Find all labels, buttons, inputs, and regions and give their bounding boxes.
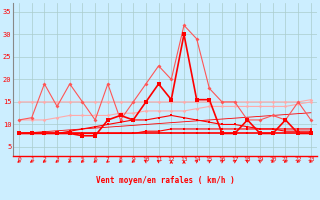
X-axis label: Vent moyen/en rafales ( km/h ): Vent moyen/en rafales ( km/h ) xyxy=(96,176,234,185)
